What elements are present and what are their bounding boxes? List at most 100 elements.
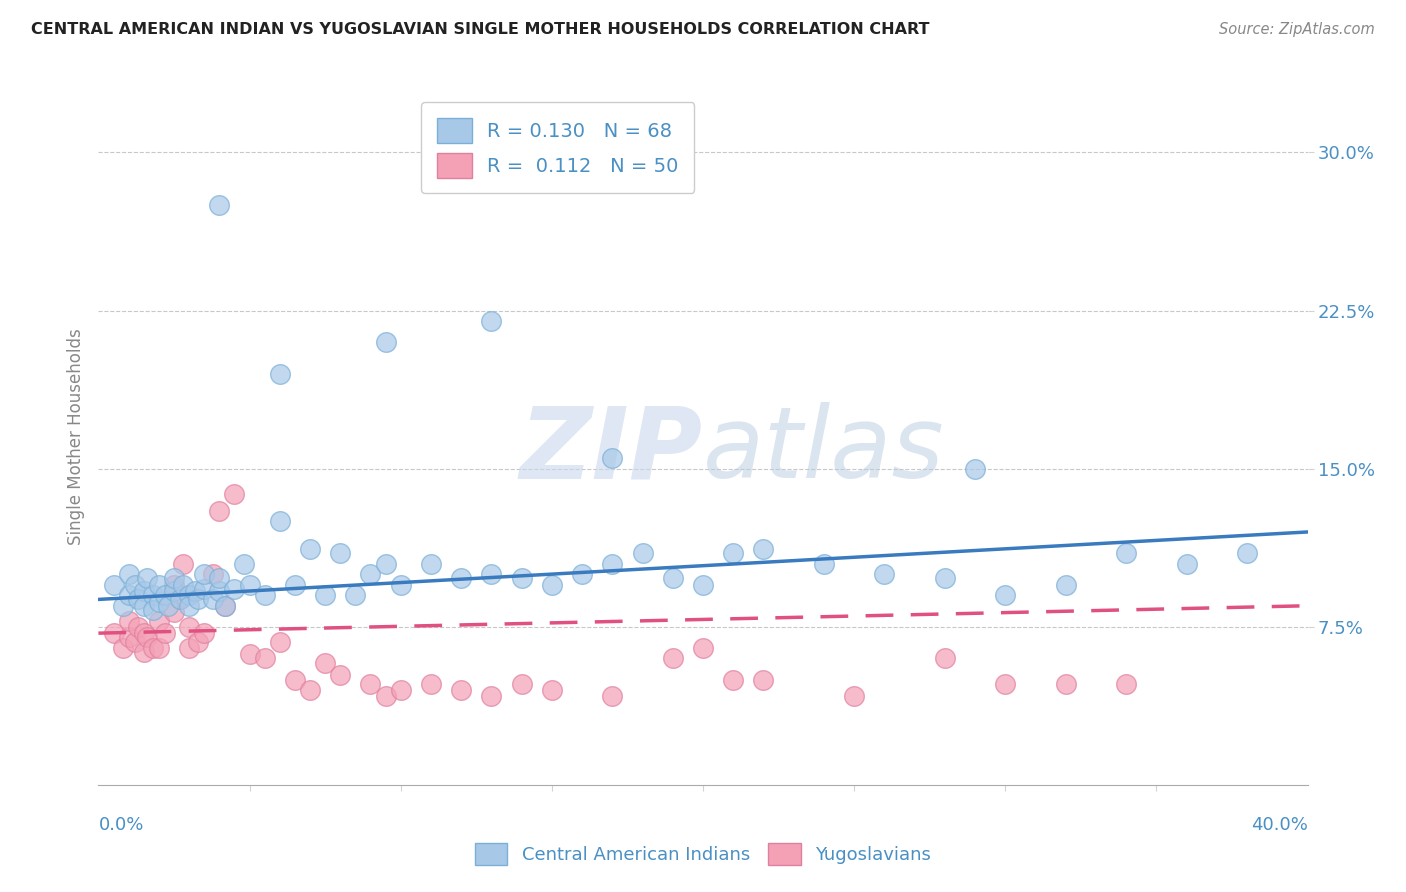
Point <box>510 677 533 691</box>
Point <box>224 487 246 501</box>
Point <box>214 599 236 613</box>
Text: 40.0%: 40.0% <box>1251 816 1308 834</box>
Point <box>148 577 170 591</box>
Point <box>965 461 987 475</box>
Point <box>344 588 367 602</box>
Point <box>135 571 157 585</box>
Point <box>169 592 191 607</box>
Point <box>540 683 562 698</box>
Point <box>813 557 835 571</box>
Point <box>602 451 624 466</box>
Point <box>103 626 125 640</box>
Point <box>602 690 624 704</box>
Point <box>329 668 352 682</box>
Point <box>723 673 745 687</box>
Point <box>118 614 141 628</box>
Point <box>481 690 503 704</box>
Point <box>202 567 225 582</box>
Point <box>187 634 209 648</box>
Point <box>142 588 165 602</box>
Point <box>103 577 125 591</box>
Point <box>420 557 443 571</box>
Point <box>118 567 141 582</box>
Point <box>148 640 170 655</box>
Point <box>269 634 291 648</box>
Text: atlas: atlas <box>703 402 945 500</box>
Point <box>132 626 155 640</box>
Point <box>224 582 246 596</box>
Text: CENTRAL AMERICAN INDIAN VS YUGOSLAVIAN SINGLE MOTHER HOUSEHOLDS CORRELATION CHAR: CENTRAL AMERICAN INDIAN VS YUGOSLAVIAN S… <box>31 22 929 37</box>
Point <box>124 577 146 591</box>
Point <box>844 690 866 704</box>
Point <box>374 690 396 704</box>
Point <box>510 571 533 585</box>
Point <box>187 592 209 607</box>
Text: ZIP: ZIP <box>520 402 703 500</box>
Point <box>934 651 956 665</box>
Point <box>153 588 176 602</box>
Point <box>284 577 307 591</box>
Point <box>163 577 186 591</box>
Point <box>752 673 775 687</box>
Point <box>1054 677 1077 691</box>
Point <box>179 620 201 634</box>
Point <box>118 631 141 645</box>
Point <box>314 656 336 670</box>
Point <box>602 557 624 571</box>
Point <box>571 567 593 582</box>
Point <box>1054 577 1077 591</box>
Point <box>111 640 134 655</box>
Point <box>202 592 225 607</box>
Point <box>163 571 186 585</box>
Point <box>374 557 396 571</box>
Point <box>450 571 472 585</box>
Point <box>1175 557 1198 571</box>
Point <box>360 677 382 691</box>
Point <box>1115 677 1137 691</box>
Point <box>329 546 352 560</box>
Point <box>934 571 956 585</box>
Point <box>284 673 307 687</box>
Y-axis label: Single Mother Households: Single Mother Households <box>66 329 84 545</box>
Point <box>253 588 276 602</box>
Point <box>692 640 714 655</box>
Point <box>389 577 412 591</box>
Text: Source: ZipAtlas.com: Source: ZipAtlas.com <box>1219 22 1375 37</box>
Point <box>481 314 503 328</box>
Point <box>169 592 191 607</box>
Point <box>153 626 176 640</box>
Point <box>631 546 654 560</box>
Point <box>118 588 141 602</box>
Point <box>269 367 291 381</box>
Point <box>179 588 201 602</box>
Text: 0.0%: 0.0% <box>98 816 143 834</box>
Point <box>253 651 276 665</box>
Legend: Central American Indians, Yugoslavians: Central American Indians, Yugoslavians <box>468 836 938 872</box>
Point <box>172 557 194 571</box>
Point <box>239 647 262 661</box>
Point <box>214 599 236 613</box>
Point <box>232 557 254 571</box>
Point <box>208 198 231 212</box>
Point <box>132 599 155 613</box>
Point <box>208 571 231 585</box>
Point <box>239 577 262 591</box>
Point <box>360 567 382 582</box>
Point <box>132 584 155 599</box>
Point <box>374 335 396 350</box>
Point <box>184 584 207 599</box>
Point <box>873 567 896 582</box>
Point <box>135 631 157 645</box>
Point <box>124 634 146 648</box>
Point <box>163 605 186 619</box>
Point <box>193 626 215 640</box>
Legend: R = 0.130   N = 68, R =  0.112   N = 50: R = 0.130 N = 68, R = 0.112 N = 50 <box>422 103 695 194</box>
Point <box>193 582 215 596</box>
Point <box>299 541 322 556</box>
Point <box>1115 546 1137 560</box>
Point <box>299 683 322 698</box>
Point <box>179 599 201 613</box>
Point <box>1236 546 1258 560</box>
Point <box>142 640 165 655</box>
Point <box>127 592 149 607</box>
